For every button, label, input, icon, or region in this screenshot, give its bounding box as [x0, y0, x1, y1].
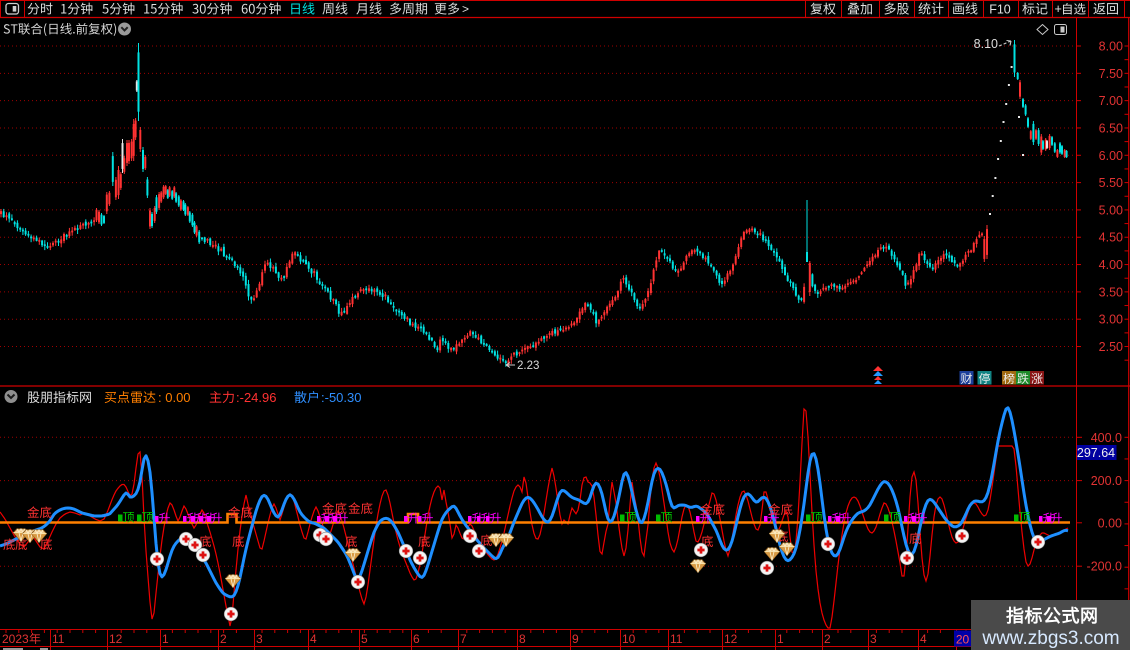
svg-text:6.50: 6.50 — [1099, 121, 1123, 135]
svg-text:www.zbgs3.com: www.zbgs3.com — [981, 628, 1119, 649]
svg-text:6: 6 — [413, 632, 420, 646]
svg-text:8.10: 8.10 — [974, 37, 998, 51]
svg-text::-24.96: :-24.96 — [236, 390, 276, 405]
svg-text:3.50: 3.50 — [1099, 285, 1123, 299]
svg-text:4.50: 4.50 — [1099, 231, 1123, 245]
svg-text:5.00: 5.00 — [1099, 203, 1123, 217]
svg-text:400.0: 400.0 — [1091, 431, 1122, 445]
svg-text:12: 12 — [724, 632, 738, 646]
svg-text:8.00: 8.00 — [1099, 40, 1123, 54]
svg-text:>: > — [462, 2, 469, 16]
svg-text:5.50: 5.50 — [1099, 176, 1123, 190]
svg-text:6.00: 6.00 — [1099, 149, 1123, 163]
svg-text:5: 5 — [361, 632, 368, 646]
svg-text:7.00: 7.00 — [1099, 94, 1123, 108]
svg-text:4: 4 — [920, 632, 927, 646]
svg-text:7.50: 7.50 — [1099, 67, 1123, 81]
svg-text:4.00: 4.00 — [1099, 258, 1123, 272]
svg-text:10: 10 — [622, 632, 636, 646]
svg-text:12: 12 — [109, 632, 123, 646]
svg-text:11: 11 — [670, 632, 683, 646]
svg-text:: 0.00: : 0.00 — [158, 390, 191, 405]
svg-text:2: 2 — [220, 632, 227, 646]
svg-text:1: 1 — [777, 632, 784, 646]
svg-text:2.50: 2.50 — [1099, 340, 1123, 354]
svg-text:0.00: 0.00 — [1098, 516, 1122, 530]
svg-text:20: 20 — [956, 633, 970, 647]
svg-text:2.23: 2.23 — [517, 360, 539, 372]
svg-text::-50.30: :-50.30 — [321, 390, 361, 405]
svg-text:1: 1 — [162, 632, 169, 646]
svg-text:3.00: 3.00 — [1099, 313, 1123, 327]
svg-text:11: 11 — [52, 632, 65, 646]
svg-text:297.64: 297.64 — [1077, 446, 1115, 460]
svg-text:8: 8 — [519, 632, 526, 646]
svg-text:2: 2 — [824, 632, 831, 646]
svg-text:F10: F10 — [989, 3, 1011, 17]
svg-text:4: 4 — [310, 632, 317, 646]
svg-text:200.0: 200.0 — [1091, 474, 1122, 488]
svg-text:9: 9 — [572, 632, 579, 646]
svg-text:2023: 2023 — [2, 632, 29, 646]
svg-text:+: + — [1055, 2, 1062, 16]
svg-text:3: 3 — [256, 632, 263, 646]
svg-text:7: 7 — [460, 632, 467, 646]
svg-text:-200.0: -200.0 — [1087, 560, 1122, 574]
svg-text:3: 3 — [870, 632, 877, 646]
